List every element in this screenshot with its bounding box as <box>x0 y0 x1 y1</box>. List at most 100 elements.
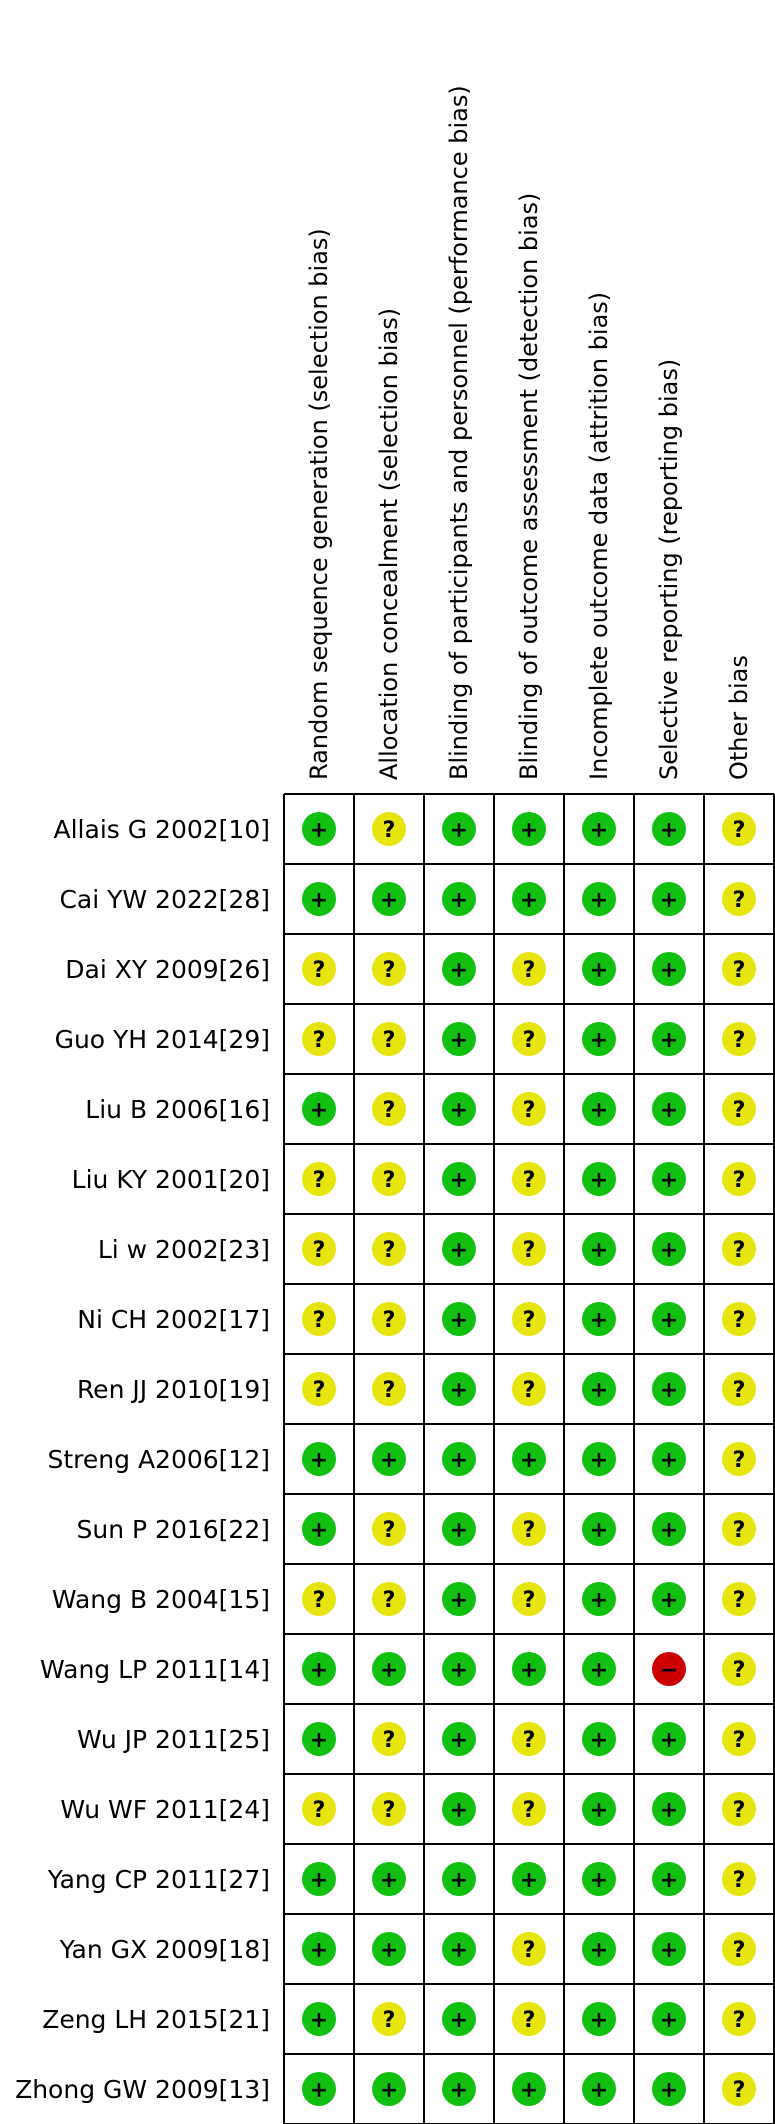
study-label: Zeng LH 2015[21] <box>42 2005 270 2034</box>
rating-symbol: + <box>450 1798 468 1823</box>
study-label: Guo YH 2014[29] <box>55 1025 270 1054</box>
rating-symbol: ? <box>313 1378 326 1403</box>
rating-low-mark <box>582 2072 616 2106</box>
rating-symbol: + <box>590 818 608 843</box>
rating-symbol: + <box>310 1658 328 1683</box>
study-label: Sun P 2016[22] <box>77 1515 270 1544</box>
rating-unclear-mark <box>372 1232 406 1266</box>
rating-low-mark <box>442 1442 476 1476</box>
rating-symbol: + <box>660 1378 678 1403</box>
rating-symbol: + <box>590 1868 608 1893</box>
rating-symbol: + <box>310 888 328 913</box>
rating-low-mark <box>512 2072 546 2106</box>
rating-low-mark <box>512 1652 546 1686</box>
study-label: Zhong GW 2009[13] <box>15 2075 270 2104</box>
rating-unclear-mark <box>722 1792 756 1826</box>
rating-symbol: ? <box>733 2078 746 2103</box>
rating-low-mark <box>512 1442 546 1476</box>
rating-unclear-mark <box>722 1372 756 1406</box>
rating-symbol: + <box>310 1868 328 1893</box>
column-header: Incomplete outcome data (attrition bias) <box>585 292 613 780</box>
rating-low-mark <box>442 812 476 846</box>
rating-symbol: ? <box>523 1728 536 1753</box>
rating-low-mark <box>582 1722 616 1756</box>
rating-symbol: ? <box>733 818 746 843</box>
rating-symbol: + <box>310 2078 328 2103</box>
rating-symbol: + <box>380 1868 398 1893</box>
rating-low-mark <box>652 1092 686 1126</box>
rating-symbol: + <box>590 2078 608 2103</box>
rating-low-mark <box>582 2002 616 2036</box>
rating-symbol: ? <box>383 1098 396 1123</box>
rating-low-mark <box>652 1722 686 1756</box>
rating-symbol: + <box>590 1168 608 1193</box>
rating-low-mark <box>302 1442 336 1476</box>
rating-symbol: + <box>450 1378 468 1403</box>
rating-symbol: ? <box>733 1518 746 1543</box>
rating-low-mark <box>372 1442 406 1476</box>
rating-low-mark <box>512 882 546 916</box>
rating-symbol: ? <box>383 1028 396 1053</box>
rating-low-mark <box>442 882 476 916</box>
rating-symbol: + <box>310 1448 328 1473</box>
rating-low-mark <box>652 2002 686 2036</box>
rating-symbol: ? <box>733 1868 746 1893</box>
rating-symbol: + <box>450 818 468 843</box>
rating-symbol: ? <box>733 1098 746 1123</box>
rating-unclear-mark <box>372 1582 406 1616</box>
rating-unclear-mark <box>372 1092 406 1126</box>
rating-symbol: + <box>660 1868 678 1893</box>
rating-unclear-mark <box>512 1512 546 1546</box>
rating-symbol: + <box>590 1028 608 1053</box>
rating-symbol: ? <box>523 1028 536 1053</box>
rating-symbol: + <box>450 1658 468 1683</box>
rating-symbol: ? <box>313 1168 326 1193</box>
rating-low-mark <box>582 1022 616 1056</box>
rating-symbol: + <box>450 1518 468 1543</box>
rating-symbol: ? <box>313 1798 326 1823</box>
rating-low-mark <box>652 1932 686 1966</box>
rating-symbol: + <box>660 1028 678 1053</box>
rating-symbol: + <box>520 888 538 913</box>
rating-symbol: ? <box>733 1168 746 1193</box>
study-label: Ni CH 2002[17] <box>77 1305 270 1334</box>
rating-symbol: + <box>660 2008 678 2033</box>
rating-unclear-mark <box>512 2002 546 2036</box>
rating-unclear-mark <box>722 1442 756 1476</box>
rating-symbol: ? <box>383 1518 396 1543</box>
rating-unclear-mark <box>512 1582 546 1616</box>
rating-low-mark <box>302 812 336 846</box>
rating-symbol: ? <box>313 1588 326 1613</box>
rating-unclear-mark <box>722 1092 756 1126</box>
rating-low-mark <box>442 1302 476 1336</box>
rating-unclear-mark <box>302 1022 336 1056</box>
rating-low-mark <box>442 1932 476 1966</box>
rating-symbol: + <box>660 1938 678 1963</box>
rating-symbol: + <box>590 1308 608 1333</box>
rating-symbol: ? <box>313 1238 326 1263</box>
study-label: Li w 2002[23] <box>98 1235 270 1264</box>
rating-high-mark <box>652 1652 686 1686</box>
study-label: Wang LP 2011[14] <box>40 1655 270 1684</box>
study-label: Wang B 2004[15] <box>52 1585 270 1614</box>
rating-grid: +? + + + + ? + + + + + +??? +? + +??? +? + + ? +? +? + +??? +? +… <box>283 793 775 2124</box>
rating-symbol: + <box>450 1238 468 1263</box>
rating-low-mark <box>582 952 616 986</box>
rating-unclear-mark <box>372 1162 406 1196</box>
study-label: Yan GX 2009[18] <box>59 1935 270 1964</box>
rating-low-mark <box>442 1862 476 1896</box>
rating-symbol: + <box>590 1728 608 1753</box>
rating-low-mark <box>372 1862 406 1896</box>
rating-low-mark <box>442 1162 476 1196</box>
rating-unclear-mark <box>722 1022 756 1056</box>
rating-symbol: + <box>310 1728 328 1753</box>
rating-unclear-mark <box>302 1302 336 1336</box>
rating-symbol: + <box>380 1448 398 1473</box>
rating-low-mark <box>302 1932 336 1966</box>
rating-low-mark <box>582 812 616 846</box>
column-header: Blinding of outcome assessment (detectio… <box>515 193 543 780</box>
rating-symbol: ? <box>733 1728 746 1753</box>
rating-symbol: + <box>590 2008 608 2033</box>
rating-unclear-mark <box>512 1092 546 1126</box>
rating-symbol: + <box>590 1798 608 1823</box>
